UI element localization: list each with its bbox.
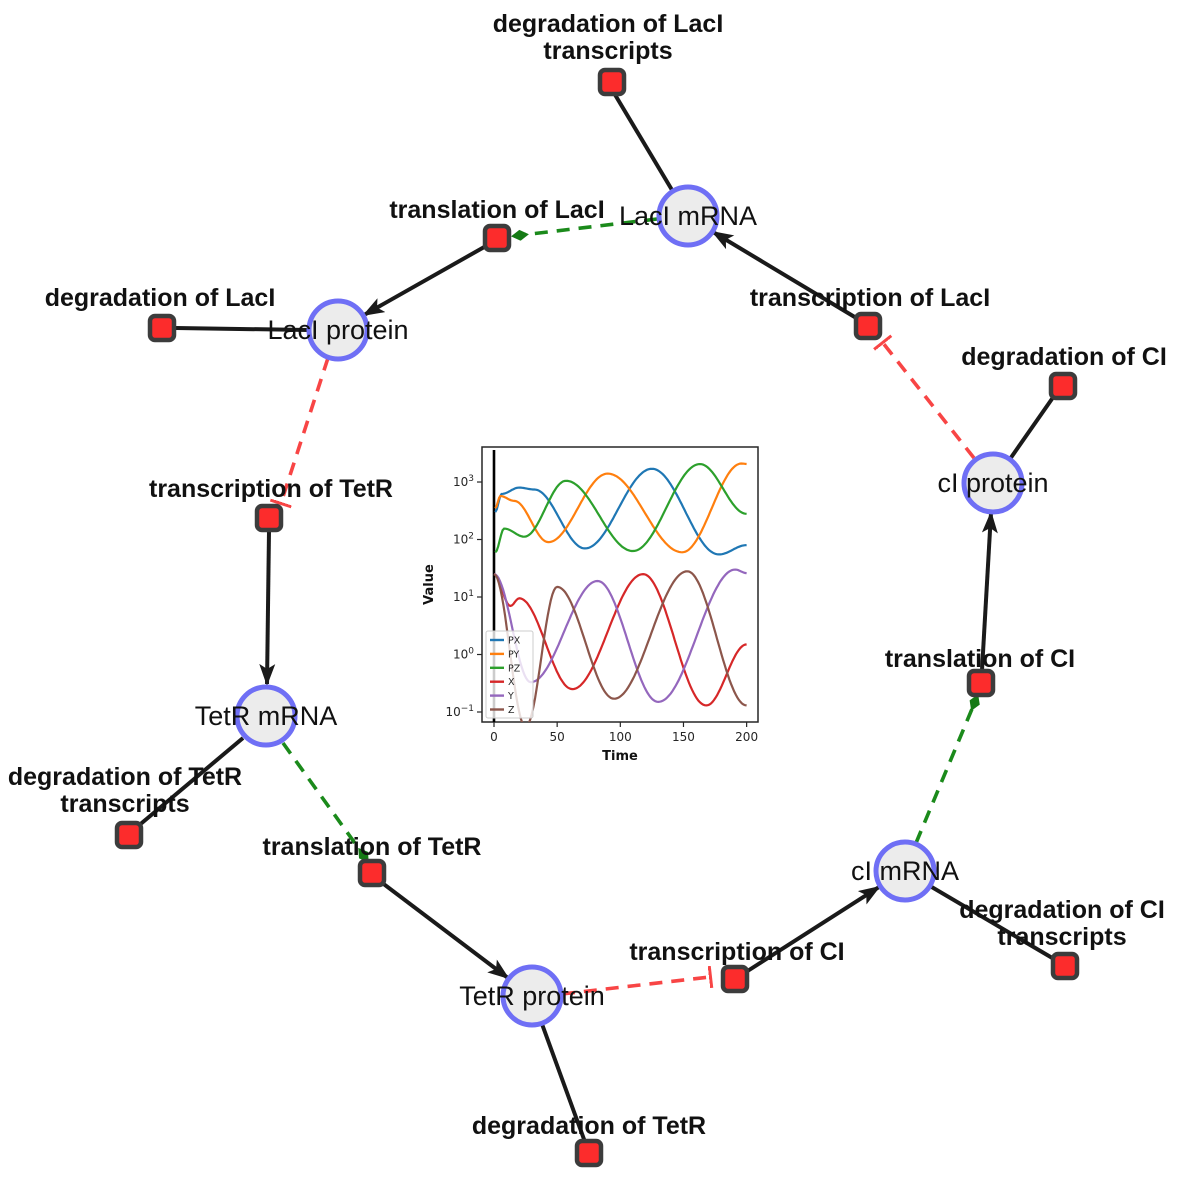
edge-modifier-ci-mrna-to-translation-of-ci	[914, 694, 980, 844]
legend-label-Z: Z	[508, 705, 515, 716]
y-tick-label: 101	[453, 589, 474, 604]
reaction-label-transcription-of-ci: transcription of CI	[629, 938, 844, 966]
series-line-Y	[493, 568, 747, 704]
reaction-node-translation-of-ci[interactable]	[966, 668, 996, 698]
legend-label-Y: Y	[507, 691, 514, 702]
edges-layer	[135, 91, 1056, 1143]
edge-reactant-tetr-mrna-to-degradation-of-tetr-transcripts	[135, 736, 245, 829]
reaction-node-degradation-of-ci[interactable]	[1048, 371, 1078, 401]
series-line-PY	[494, 462, 747, 554]
reaction-node-degradation-of-tetr-transcripts[interactable]	[114, 820, 144, 850]
species-node-ci-protein[interactable]	[961, 451, 1025, 515]
edge-reactant-ci-mrna-to-degradation-of-ci-transcripts	[928, 884, 1056, 961]
reaction-label-transcription-of-laci: transcription of LacI	[750, 284, 990, 312]
legend-label-PZ: PZ	[508, 663, 521, 674]
reaction-node-degradation-of-ci-transcripts[interactable]	[1050, 951, 1080, 981]
time-course-inset-plot: 0 50 100 150 20010−1100101102103TimeValuePXP…	[422, 446, 759, 764]
reaction-label-degradation-of-ci: degradation of CI	[961, 343, 1167, 371]
reaction-node-transcription-of-laci[interactable]	[853, 311, 883, 341]
y-tick-label: 10−1	[445, 704, 474, 719]
legend-label-PY: PY	[508, 649, 520, 660]
species-label-laci-mrna: LacI mRNA	[619, 201, 757, 231]
species-node-ci-mrna[interactable]	[873, 839, 937, 903]
reaction-label-translation-of-tetr: translation of TetR	[263, 833, 482, 861]
species-label-laci-protein: LacI protein	[267, 315, 408, 345]
species-node-tetr-protein[interactable]	[500, 964, 564, 1028]
reaction-node-translation-of-tetr[interactable]	[357, 858, 387, 888]
series-line-Z	[493, 570, 747, 722]
species-node-laci-protein[interactable]	[306, 298, 370, 362]
x-axis-label: Time	[602, 749, 638, 764]
series-line-PX	[494, 467, 747, 556]
y-tick-label: 103	[453, 474, 474, 489]
species-label-tetr-mrna: TetR mRNA	[195, 701, 338, 731]
edge-product-translation-of-laci-to-laci-protein	[362, 244, 487, 317]
species-label-ci-protein: cI protein	[937, 468, 1048, 498]
edge-reactant-laci-protein-to-degradation-of-laci	[175, 326, 309, 332]
labels-layer: degradation of LacI transcripts translatio…	[8, 10, 1167, 1140]
reaction-node-translation-of-laci[interactable]	[482, 223, 512, 253]
legend-label-X: X	[508, 677, 515, 688]
x-tick-label: 150	[672, 730, 695, 744]
y-tick-label: 100	[453, 647, 474, 662]
reaction-node-degradation-of-laci-transcripts[interactable]	[597, 67, 627, 97]
reaction-label-degradation-of-ci-transcripts: degradation of CI transcripts	[959, 896, 1165, 951]
edge-reactant-laci-mrna-to-degradation-of-laci-transcripts	[612, 91, 674, 192]
edge-product-transcription-of-laci-to-laci-mrna	[711, 230, 860, 321]
y-tick-label: 102	[453, 532, 474, 547]
reaction-label-transcription-of-tetr: transcription of TetR	[149, 475, 393, 503]
edge-inhibitor-laci-protein-to-transcription-of-tetr	[281, 357, 330, 503]
nodes-layer	[114, 67, 1080, 1168]
edge-product-transcription-of-tetr-to-tetr-mrna	[259, 530, 276, 686]
reaction-label-translation-of-ci: translation of CI	[885, 645, 1075, 673]
reaction-label-translation-of-laci: translation of LacI	[389, 196, 604, 224]
reaction-node-transcription-of-ci[interactable]	[720, 964, 750, 994]
reaction-label-degradation-of-laci: degradation of LacI	[45, 284, 276, 312]
series-line-PZ	[494, 462, 747, 554]
reaction-label-degradation-of-tetr-transcripts: degradation of TetR transcripts	[8, 763, 242, 818]
edge-product-translation-of-tetr-to-tetr-protein	[379, 880, 510, 980]
edge-modifier-laci-mrna-to-translation-of-laci	[511, 217, 658, 241]
x-tick-label: 50	[550, 730, 565, 744]
edge-inhibitor-ci-protein-to-transcription-of-laci	[883, 343, 976, 460]
y-axis-label: Value	[422, 564, 437, 605]
x-tick-label: 100	[609, 730, 632, 744]
edge-reactant-ci-protein-to-degradation-of-ci	[1008, 394, 1056, 461]
reaction-node-degradation-of-tetr[interactable]	[574, 1138, 604, 1168]
species-label-tetr-protein: TetR protein	[459, 981, 605, 1011]
series-line-X	[493, 572, 747, 707]
edge-inhibitor-tetr-protein-to-transcription-of-ci	[561, 977, 710, 996]
species-label-ci-mrna: cI mRNA	[851, 856, 959, 886]
reaction-node-transcription-of-tetr[interactable]	[254, 503, 284, 533]
x-tick-label: 200	[735, 730, 758, 744]
reaction-label-degradation-of-tetr: degradation of TetR	[472, 1112, 706, 1140]
reaction-label-degradation-of-laci-transcripts: degradation of LacI transcripts	[493, 10, 724, 65]
species-node-laci-mrna[interactable]	[656, 184, 720, 248]
legend-label-PX: PX	[508, 636, 521, 647]
reaction-node-degradation-of-laci[interactable]	[147, 313, 177, 343]
edge-product-transcription-of-ci-to-ci-mrna	[744, 885, 881, 974]
edge-modifier-tetr-mrna-to-translation-of-tetr	[281, 741, 369, 863]
series-layer	[493, 462, 747, 722]
edge-product-translation-of-ci-to-ci-protein	[980, 511, 998, 671]
chart-legend: PX PY PZ XYZ	[485, 630, 534, 719]
x-tick-label: 0	[490, 730, 498, 744]
species-node-tetr-mrna[interactable]	[234, 684, 298, 748]
edge-reactant-tetr-protein-to-degradation-of-tetr	[540, 1023, 587, 1143]
